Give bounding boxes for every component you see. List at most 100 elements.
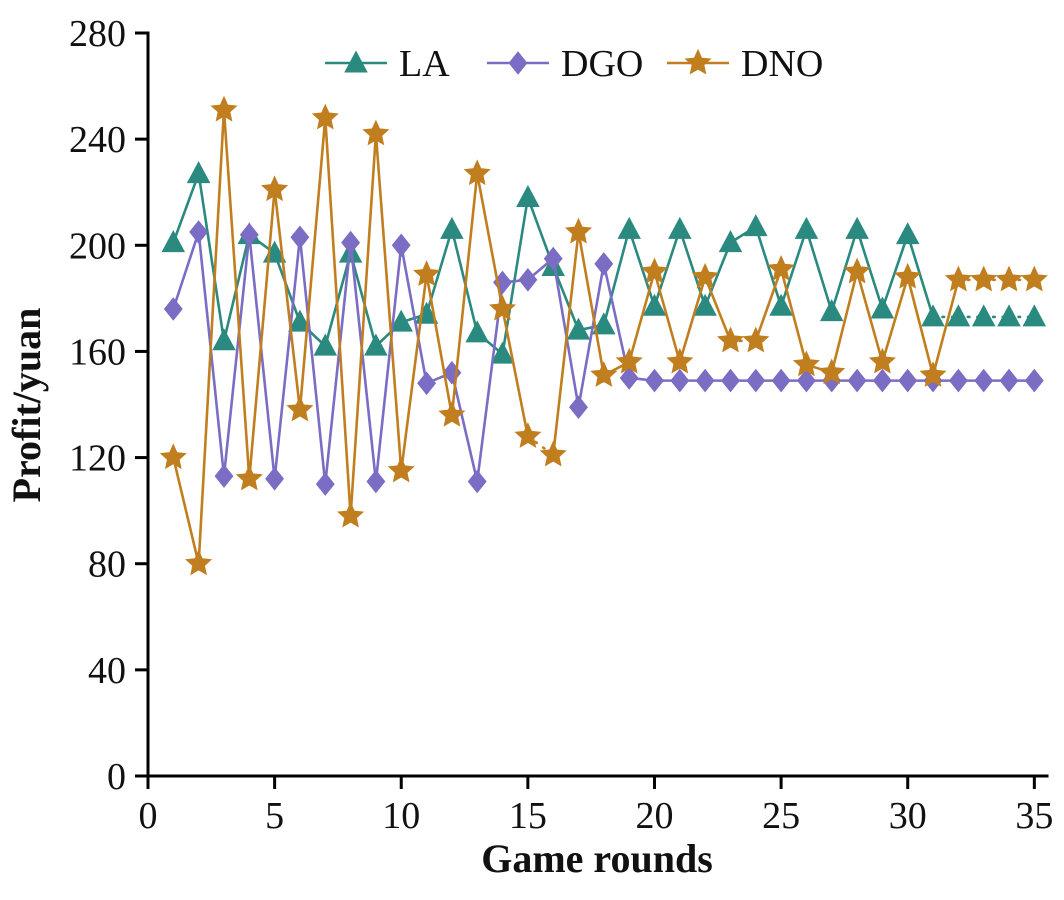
y-tick-label: 0 xyxy=(107,756,126,798)
legend-item-LA: LA xyxy=(325,43,450,85)
y-tick-label: 160 xyxy=(69,331,126,373)
marker-diamond xyxy=(594,252,614,276)
legend: LA DGO DNO xyxy=(325,43,823,85)
marker-star xyxy=(868,347,896,374)
marker-triangle xyxy=(668,216,692,239)
marker-diamond xyxy=(467,469,487,494)
legend-marker-star xyxy=(684,48,712,75)
marker-star xyxy=(413,260,441,287)
tick-labels: 0 40 80 120 160 200 240 280 0 5 10 15 20 25 30 35 xyxy=(69,13,1053,837)
axes xyxy=(146,31,1049,778)
marker-triangle xyxy=(212,328,236,351)
marker-diamond xyxy=(366,469,386,494)
marker-star xyxy=(944,265,972,292)
marker-diamond xyxy=(619,366,639,390)
legend-marker-diamond xyxy=(508,51,528,75)
marker-star xyxy=(716,326,745,353)
marker-diamond xyxy=(290,225,310,250)
x-axis-title: Game rounds xyxy=(481,836,713,881)
marker-diamond xyxy=(999,368,1019,393)
marker-triangle xyxy=(744,214,768,237)
marker-triangle xyxy=(718,230,743,253)
marker-star xyxy=(159,443,187,470)
marker-diamond xyxy=(518,267,538,292)
marker-star xyxy=(514,422,542,448)
marker-diamond xyxy=(163,297,183,321)
marker-triangle xyxy=(288,309,312,332)
marker-diamond xyxy=(645,368,664,393)
marker-triangle xyxy=(364,333,388,356)
marker-triangle xyxy=(490,341,515,364)
marker-triangle xyxy=(946,304,971,327)
marker-diamond xyxy=(239,222,259,247)
marker-diamond xyxy=(872,368,892,393)
marker-diamond xyxy=(214,464,234,488)
legend-item-DGO: DGO xyxy=(487,43,643,85)
x-tick-label: 15 xyxy=(509,795,547,837)
marker-star xyxy=(286,395,314,422)
marker-diamond xyxy=(746,368,766,393)
marker-triangle xyxy=(921,304,945,327)
marker-diamond xyxy=(265,466,285,491)
marker-diamond xyxy=(695,368,715,393)
y-tick-label: 80 xyxy=(88,544,126,586)
legend-label-DGO: DGO xyxy=(561,43,643,85)
marker-star xyxy=(666,347,694,374)
marker-diamond xyxy=(569,395,588,420)
legend-item-DNO: DNO xyxy=(667,43,823,85)
marker-diamond xyxy=(543,246,563,271)
marker-diamond xyxy=(417,371,437,396)
marker-star xyxy=(767,254,795,281)
y-axis-title: Profit/yuan xyxy=(4,308,49,503)
y-tick-label: 280 xyxy=(69,13,126,55)
marker-diamond xyxy=(721,368,740,393)
marker-star xyxy=(742,326,770,353)
marker-star xyxy=(843,257,871,284)
marker-diamond xyxy=(796,368,816,393)
marker-star xyxy=(185,549,213,576)
marker-star xyxy=(1020,265,1048,292)
marker-triangle xyxy=(617,216,641,239)
marker-triangle xyxy=(389,309,413,332)
series-DNO xyxy=(159,95,1048,576)
marker-triangle xyxy=(971,304,996,327)
marker-triangle xyxy=(693,293,717,316)
marker-triangle xyxy=(642,293,667,316)
marker-diamond xyxy=(847,368,867,393)
marker-star xyxy=(387,456,415,483)
x-tick-label: 30 xyxy=(889,795,927,837)
marker-star xyxy=(488,294,517,321)
marker-triangle xyxy=(516,184,540,207)
marker-star xyxy=(640,257,669,284)
marker-star xyxy=(337,501,365,528)
x-tick-label: 10 xyxy=(382,795,420,837)
x-tick-label: 0 xyxy=(139,795,158,837)
marker-star xyxy=(919,361,947,387)
marker-triangle xyxy=(870,296,895,319)
marker-diamond xyxy=(1024,368,1044,393)
marker-triangle xyxy=(1022,304,1047,327)
marker-diamond xyxy=(391,233,411,258)
legend-label-LA: LA xyxy=(399,43,450,85)
marker-star xyxy=(564,217,593,244)
marker-star xyxy=(818,358,846,385)
marker-triangle xyxy=(186,161,211,184)
y-tick-label: 200 xyxy=(69,225,126,267)
marker-triangle xyxy=(819,299,844,322)
marker-triangle xyxy=(895,222,920,245)
marker-star xyxy=(261,175,289,202)
marker-star xyxy=(311,103,339,130)
x-tick-label: 35 xyxy=(1015,795,1053,837)
tick-marks xyxy=(135,31,1036,789)
marker-star xyxy=(590,361,618,387)
marker-diamond xyxy=(948,368,968,393)
marker-diamond xyxy=(315,472,335,496)
chart-generated: 0 40 80 120 160 200 240 280 0 5 10 15 20 25 30 35 LA DGO D… xyxy=(69,13,1053,837)
marker-triangle xyxy=(592,312,616,335)
marker-triangle xyxy=(845,216,869,239)
y-tick-label: 120 xyxy=(69,438,126,480)
legend-marker-triangle xyxy=(344,50,368,73)
marker-triangle xyxy=(161,230,186,253)
marker-diamond xyxy=(341,230,361,255)
